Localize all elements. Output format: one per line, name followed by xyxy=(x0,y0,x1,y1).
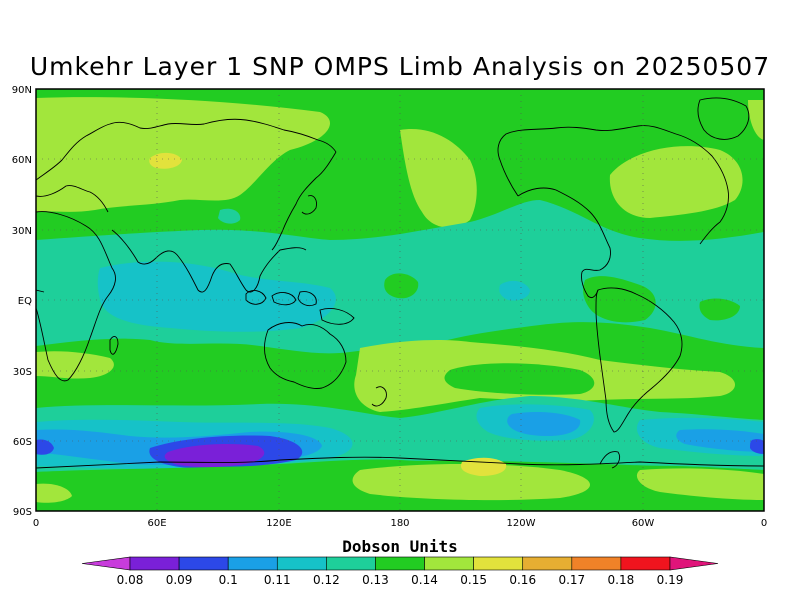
colorbar-swatch xyxy=(227,556,278,571)
field-0.10-south-east xyxy=(750,439,764,454)
colorbar-swatch xyxy=(424,556,474,571)
lon-label-60e: 60E xyxy=(147,518,166,529)
lat-label-30n: 30N xyxy=(12,226,32,237)
colorbar-swatch xyxy=(522,556,573,571)
colorbar-under-triangle xyxy=(81,556,131,571)
lat-label-90s: 90S xyxy=(13,507,32,518)
field-0.16-north xyxy=(149,152,182,169)
colorbar-swatch xyxy=(375,556,425,571)
colorbar-label: 0.18 xyxy=(608,573,635,587)
colorbar-label: 0.09 xyxy=(166,573,193,587)
field-0.15-polar-east xyxy=(636,468,764,500)
coastlines xyxy=(36,97,764,469)
field-0.15-eurasia xyxy=(36,97,330,212)
colorbar-label: 0.08 xyxy=(117,573,144,587)
field-0.15-ne xyxy=(748,100,764,140)
field-0.10-south-west xyxy=(36,439,54,455)
lat-label-90n: 90N xyxy=(12,85,32,96)
colorbar-swatch xyxy=(129,556,180,571)
colorbar-label: 0.12 xyxy=(313,573,340,587)
colorbar-swatch xyxy=(620,556,671,571)
lat-label-60s: 60S xyxy=(13,437,32,448)
colorbar-label: 0.15 xyxy=(460,573,487,587)
field-0.11-south-atlantic xyxy=(507,412,581,436)
field-0.14-island-pacific xyxy=(384,273,419,299)
lon-label-0-east: 0 xyxy=(761,518,767,529)
colorbar-label: 0.13 xyxy=(362,573,389,587)
colorbar-label: 0.16 xyxy=(509,573,536,587)
colorbar-over-triangle xyxy=(669,556,719,571)
field-0.12-indian xyxy=(97,261,336,332)
colorbar: 0.08 0.09 0.1 0.11 0.12 0.13 0.14 0.15 0.16 0.17 0… xyxy=(81,556,719,587)
lon-label-0-west: 0 xyxy=(33,518,39,529)
field-0.16-polar xyxy=(460,457,507,476)
lon-label-180: 180 xyxy=(390,518,409,529)
colorbar-label: 0.17 xyxy=(558,573,585,587)
colorbar-label: 0.1 xyxy=(219,573,238,587)
lat-label-30s: 30S xyxy=(13,367,32,378)
lat-label-60n: 60N xyxy=(12,155,32,166)
colorbar-title: Dobson Units xyxy=(342,537,458,556)
lon-label-120e: 120E xyxy=(266,518,291,529)
colorbar-swatch xyxy=(473,556,524,571)
field-0.11-south-east xyxy=(676,429,764,452)
field-0.15-polar xyxy=(352,464,590,501)
field-0.14-island-samerica xyxy=(583,276,656,323)
colorbar-label: 0.19 xyxy=(657,573,684,587)
field-0.09-southern xyxy=(164,444,265,467)
colorbar-label: 0.11 xyxy=(264,573,291,587)
field-0.15-polar-west xyxy=(36,483,72,503)
field-0.15-indian-south xyxy=(36,351,114,379)
field-0.14-island-atlantic xyxy=(699,298,740,321)
lat-axis: 90N 60N 30N EQ 30S 60S 90S xyxy=(12,85,32,518)
field-0.12-pacific xyxy=(499,280,530,301)
field-0.13-asia-patch xyxy=(218,208,241,224)
lon-label-120w: 120W xyxy=(507,518,536,529)
map-border xyxy=(35,88,765,512)
field-0.15-america xyxy=(609,146,743,218)
graticule xyxy=(36,89,764,511)
lat-label-eq: EQ xyxy=(18,296,32,307)
map-title: Umkehr Layer 1 SNP OMPS Limb Analysis on… xyxy=(29,52,771,81)
colorbar-swatch xyxy=(326,556,376,571)
colorbar-label: 0.14 xyxy=(411,573,438,587)
lon-axis: 0 60E 120E 180 120W 60W 0 xyxy=(33,518,767,529)
lon-label-60w: 60W xyxy=(632,518,655,529)
field-0.15-pacific xyxy=(400,129,477,228)
ozone-field xyxy=(36,89,764,511)
colorbar-swatch xyxy=(571,556,622,571)
colorbar-swatch xyxy=(178,556,229,571)
colorbar-swatch xyxy=(276,556,327,571)
field-0.14-island-south xyxy=(444,363,595,395)
